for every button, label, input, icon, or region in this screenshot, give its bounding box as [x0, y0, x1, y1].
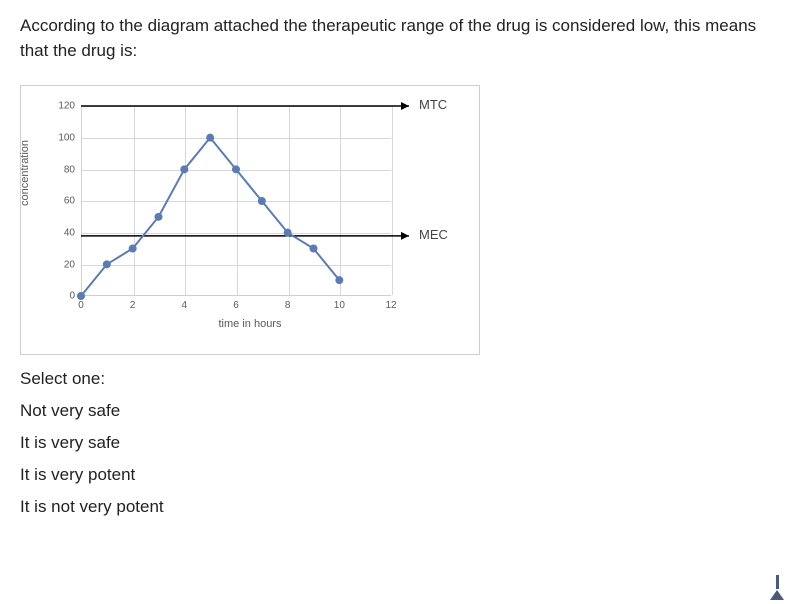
series-line	[81, 138, 339, 296]
reference-label: MTC	[419, 97, 447, 112]
x-tick-label: 8	[285, 300, 291, 311]
y-tick-label: 60	[51, 196, 75, 207]
series-marker	[335, 276, 343, 284]
x-tick-label: 10	[334, 300, 345, 311]
series-marker	[206, 134, 214, 142]
series-marker	[129, 245, 137, 253]
y-tick-label: 40	[51, 227, 75, 238]
answer-option[interactable]: It is very potent	[20, 465, 796, 485]
question-text: According to the diagram attached the th…	[0, 0, 796, 63]
x-tick-label: 6	[233, 300, 239, 311]
y-axis-label: concentration	[19, 140, 31, 206]
series-marker	[258, 197, 266, 205]
answer-option[interactable]: Not very safe	[20, 401, 796, 421]
series-marker	[180, 166, 188, 174]
y-tick-label: 20	[51, 259, 75, 270]
y-tick-label: 120	[51, 101, 75, 112]
options-block: Select one: Not very safe It is very safe…	[20, 369, 796, 517]
series-marker	[310, 245, 318, 253]
indicator-icon	[770, 575, 784, 600]
x-tick-label: 0	[78, 300, 84, 311]
series-marker	[232, 166, 240, 174]
x-tick-label: 12	[385, 300, 396, 311]
y-tick-label: 100	[51, 132, 75, 143]
x-tick-label: 4	[182, 300, 188, 311]
series-marker	[155, 213, 163, 221]
chart-container: concentration time in hours 020406080100…	[20, 85, 480, 355]
series-marker	[77, 292, 85, 300]
answer-option[interactable]: It is very safe	[20, 433, 796, 453]
arrow-head-icon	[401, 232, 409, 240]
y-tick-label: 0	[51, 291, 75, 302]
y-tick-label: 80	[51, 164, 75, 175]
chart-svg	[81, 106, 391, 296]
arrow-head-icon	[401, 102, 409, 110]
reference-label: MEC	[419, 227, 448, 242]
answer-option[interactable]: It is not very potent	[20, 497, 796, 517]
x-axis-label: time in hours	[21, 318, 479, 330]
select-one-label: Select one:	[20, 369, 796, 389]
vgrid-line	[392, 106, 393, 295]
series-marker	[103, 261, 111, 269]
x-tick-label: 2	[130, 300, 136, 311]
series-marker	[284, 229, 292, 237]
